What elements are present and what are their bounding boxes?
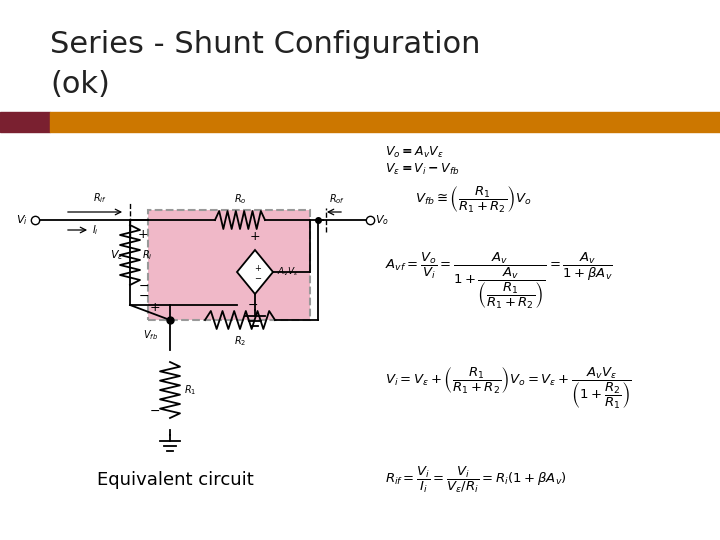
Bar <box>0 112 50 132</box>
Text: $R_2$: $R_2$ <box>234 334 246 348</box>
Text: $I_i$: $I_i$ <box>92 223 99 237</box>
Text: Equivalent circuit: Equivalent circuit <box>96 471 253 489</box>
Text: $A_v V_\varepsilon$: $A_v V_\varepsilon$ <box>277 266 299 278</box>
Bar <box>50 112 720 132</box>
Text: $V_\varepsilon$: $V_\varepsilon$ <box>110 248 124 262</box>
Text: $+$: $+$ <box>254 263 262 273</box>
Text: $R_i$: $R_i$ <box>142 248 153 262</box>
Text: $\boldsymbol{V_o = A_v V_\varepsilon}$: $\boldsymbol{V_o = A_v V_\varepsilon}$ <box>385 145 444 160</box>
Polygon shape <box>237 250 273 294</box>
Text: $V_{fb} \cong \left(\dfrac{R_1}{R_1+R_2}\right)V_o$: $V_{fb} \cong \left(\dfrac{R_1}{R_1+R_2}… <box>415 185 531 215</box>
Text: $R_{of}$: $R_{of}$ <box>329 192 345 206</box>
Text: $R_1$: $R_1$ <box>184 383 197 397</box>
Text: $R_{if}$: $R_{if}$ <box>93 191 107 205</box>
Text: $V_i$: $V_i$ <box>17 213 28 227</box>
Text: $R_o$: $R_o$ <box>234 192 246 206</box>
Text: $-$: $-$ <box>248 298 258 311</box>
Text: $-$: $-$ <box>149 403 160 416</box>
Text: (ok): (ok) <box>50 70 110 99</box>
Text: $R_{if} = \dfrac{V_i}{I_i} = \dfrac{V_i}{V_\varepsilon / R_i} = R_i(1+\beta A_v): $R_{if} = \dfrac{V_i}{I_i} = \dfrac{V_i}… <box>385 465 567 495</box>
Text: $V_o$: $V_o$ <box>375 213 389 227</box>
Text: $\boldsymbol{V_\varepsilon = V_i - V_{fb}}$: $\boldsymbol{V_\varepsilon = V_i - V_{fb… <box>385 162 459 177</box>
Text: $V_{fb}$: $V_{fb}$ <box>143 328 158 342</box>
Text: $V_i = V_\varepsilon + \left(\dfrac{R_1}{R_1+R_2}\right)V_o = V_\varepsilon + \d: $V_i = V_\varepsilon + \left(\dfrac{R_1}… <box>385 365 632 410</box>
Text: +: + <box>149 301 160 314</box>
Text: $-$: $-$ <box>138 289 149 302</box>
Text: +: + <box>250 230 261 243</box>
Text: $-$: $-$ <box>138 279 149 292</box>
Text: Series - Shunt Configuration: Series - Shunt Configuration <box>50 30 480 59</box>
Bar <box>148 210 310 320</box>
Text: +: + <box>138 228 148 241</box>
Text: $-$: $-$ <box>254 273 262 281</box>
Text: $A_{vf} = \dfrac{V_o}{V_i} = \dfrac{A_v}{1 + \dfrac{A_v}{\left(\dfrac{R_1}{R_1+R: $A_{vf} = \dfrac{V_o}{V_i} = \dfrac{A_v}… <box>385 250 613 310</box>
